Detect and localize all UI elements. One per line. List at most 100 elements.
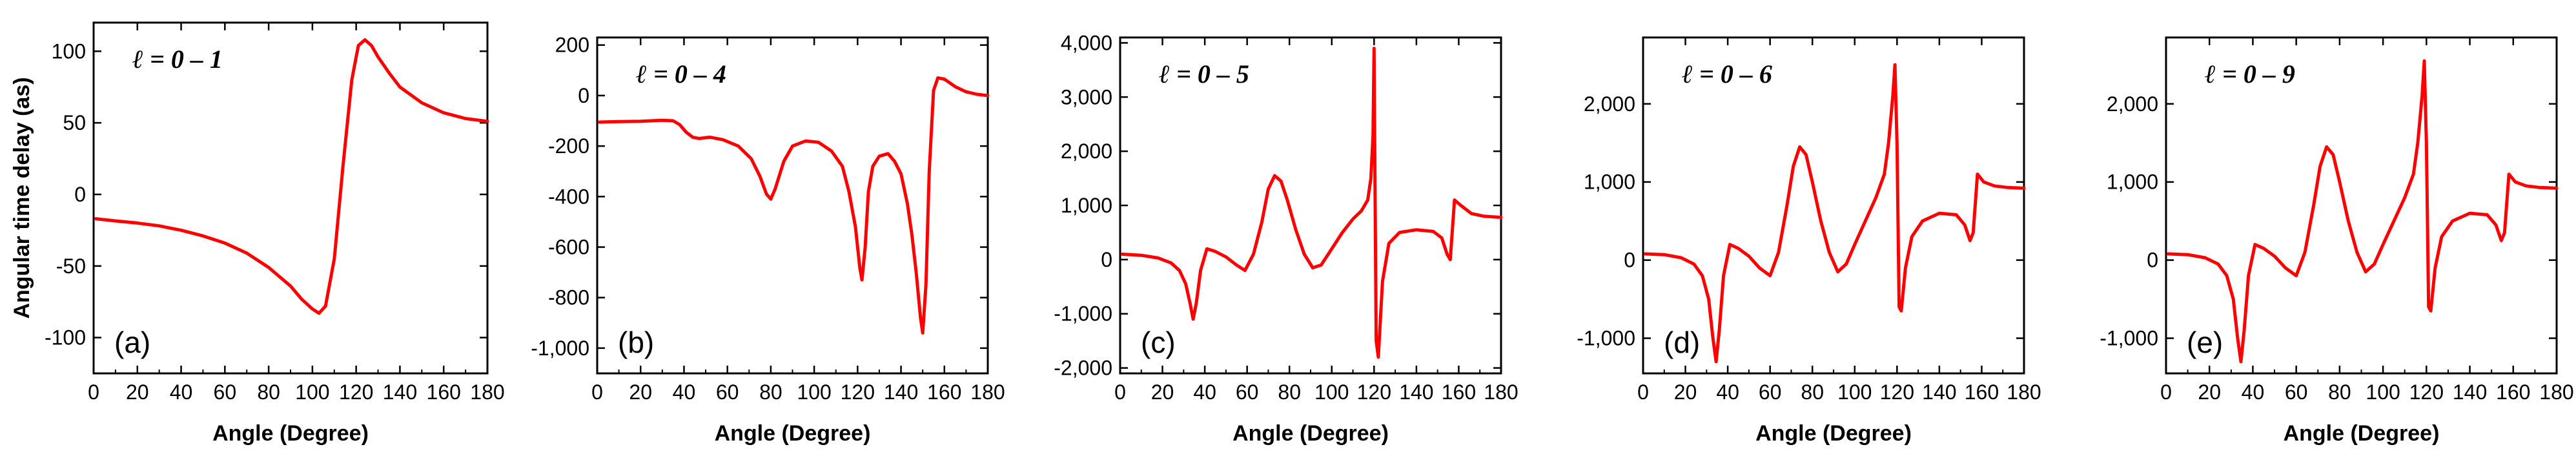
- x-tick-label: 20: [1151, 380, 1174, 404]
- chart-panel-2: 0 20 40 60 80 100 120 140 160 180 -1,000 -800 -600 -4…: [531, 34, 1005, 446]
- y-tick-label: -200: [548, 134, 589, 158]
- y-tick-label: -800: [548, 286, 589, 309]
- plot-frame: [92, 21, 489, 375]
- y-axis-label: Angular time delay (as): [10, 77, 34, 318]
- y-tick-label: 1,000: [1584, 171, 1635, 194]
- chart-panel-1: 0 20 40 60 80 100 120 140 160 180 -100 -50 0 50 100 Ang…: [10, 21, 505, 446]
- y-tick-label: -1,000: [1577, 327, 1635, 350]
- x-tick-label: 0: [1637, 380, 1649, 404]
- y-tick-label: -400: [548, 185, 589, 208]
- x-tick-label: 40: [673, 380, 696, 404]
- y-tick-label: 4,000: [1061, 31, 1112, 54]
- panel-label: (a): [114, 326, 150, 359]
- x-tick-label: 60: [2285, 380, 2308, 404]
- x-tick-label: 140: [1399, 380, 1433, 404]
- y-tick-label: 1,000: [1061, 194, 1112, 217]
- legend-label: ℓ = 0 – 1: [132, 45, 223, 74]
- x-tick-label: 100: [1837, 380, 1872, 404]
- y-tick-label: -1,000: [1054, 302, 1112, 326]
- legend-label: ℓ = 0 – 9: [2205, 59, 2295, 88]
- x-tick-label: 100: [797, 380, 831, 404]
- x-tick-label: 120: [1357, 380, 1391, 404]
- x-tick-label: 0: [1114, 380, 1126, 404]
- series-line: [1120, 47, 1503, 359]
- x-tick-label: 160: [1442, 380, 1476, 404]
- chart-panel-5: 0 20 40 60 80 100 120 140 160 180 -1,000 0 1,000 2,00…: [2100, 36, 2574, 446]
- legend-label: ℓ = 0 – 6: [1682, 59, 1772, 88]
- y-tick-label: 0: [1101, 248, 1112, 271]
- series-line: [1643, 63, 2026, 364]
- x-tick-label: 80: [2328, 380, 2351, 404]
- y-tick-label: -1,000: [531, 337, 589, 360]
- y-tick-label: 2,000: [2107, 92, 2158, 116]
- x-tick-label: 40: [1193, 380, 1216, 404]
- x-tick-label: 0: [88, 380, 99, 404]
- x-axis-label: Angle (Degree): [1232, 421, 1389, 446]
- x-axis-label: Angle (Degree): [715, 421, 871, 446]
- y-tick-label: 50: [63, 111, 86, 134]
- y-tick-label: 0: [578, 84, 589, 107]
- x-tick-label: 180: [970, 380, 1005, 404]
- x-tick-label: 100: [295, 380, 329, 404]
- x-tick-label: 140: [1922, 380, 1956, 404]
- x-tick-label: 120: [841, 380, 875, 404]
- x-tick-label: 80: [1801, 380, 1824, 404]
- x-tick-label: 60: [1759, 380, 1782, 404]
- x-tick-label: 60: [1236, 380, 1259, 404]
- panel-label: (c): [1141, 326, 1176, 359]
- x-tick-label: 160: [427, 380, 461, 404]
- y-tick-label: -1,000: [2100, 327, 2158, 350]
- series-line: [597, 76, 990, 335]
- x-tick-label: 180: [2007, 380, 2041, 404]
- x-tick-label: 120: [339, 380, 373, 404]
- y-tick-label: 2,000: [1584, 92, 1635, 116]
- y-tick-label: 0: [74, 183, 86, 206]
- y-tick-label: 3,000: [1061, 85, 1112, 109]
- x-tick-label: 60: [716, 380, 739, 404]
- panel-label: (e): [2187, 326, 2223, 359]
- x-tick-label: 180: [2539, 380, 2573, 404]
- x-axis-label: Angle (Degree): [212, 421, 369, 446]
- x-tick-label: 140: [383, 380, 417, 404]
- x-tick-label: 120: [2409, 380, 2444, 404]
- y-tick-label: -2,000: [1054, 357, 1112, 380]
- x-tick-label: 140: [884, 380, 918, 404]
- x-tick-label: 60: [214, 380, 237, 404]
- x-tick-label: 100: [2366, 380, 2400, 404]
- x-tick-label: 100: [1314, 380, 1349, 404]
- x-tick-label: 80: [759, 380, 782, 404]
- y-tick-label: 1,000: [2107, 171, 2158, 194]
- x-tick-label: 120: [1880, 380, 1914, 404]
- x-tick-label: 40: [2242, 380, 2265, 404]
- chart-panel-3: 0 20 40 60 80 100 120 140 160 180 -2,000 -1,000 0 1,0…: [1054, 31, 1518, 446]
- legend-label: ℓ = 0 – 4: [636, 59, 726, 88]
- x-tick-label: 20: [126, 380, 149, 404]
- series-line: [2166, 59, 2559, 364]
- x-tick-label: 160: [2496, 380, 2530, 404]
- y-tick-label: 200: [555, 34, 589, 57]
- y-tick-label: -600: [548, 236, 589, 259]
- x-tick-label: 20: [2198, 380, 2221, 404]
- x-tick-label: 20: [629, 380, 652, 404]
- y-tick-label: 100: [52, 39, 86, 63]
- y-tick-label: 0: [1624, 249, 1635, 272]
- x-axis-label: Angle (Degree): [2284, 421, 2440, 446]
- x-tick-label: 160: [927, 380, 961, 404]
- x-tick-label: 180: [1484, 380, 1518, 404]
- y-tick-label: -50: [56, 255, 86, 278]
- x-tick-label: 0: [591, 380, 603, 404]
- x-tick-label: 0: [2160, 380, 2172, 404]
- x-tick-label: 80: [257, 380, 280, 404]
- legend-label: ℓ = 0 – 5: [1159, 59, 1249, 88]
- panel-label: (d): [1664, 326, 1700, 359]
- x-tick-label: 160: [1965, 380, 1999, 404]
- x-tick-label: 40: [170, 380, 193, 404]
- x-tick-label: 140: [2453, 380, 2487, 404]
- y-tick-label: 0: [2147, 249, 2158, 272]
- series-line: [94, 38, 489, 315]
- x-tick-label: 40: [1716, 380, 1739, 404]
- panel-label: (b): [618, 326, 654, 359]
- chart-panel-4: 0 20 40 60 80 100 120 140 160 180 -1,000 0 1,000 2,00…: [1577, 36, 2041, 446]
- x-axis-label: Angle (Degree): [1755, 421, 1912, 446]
